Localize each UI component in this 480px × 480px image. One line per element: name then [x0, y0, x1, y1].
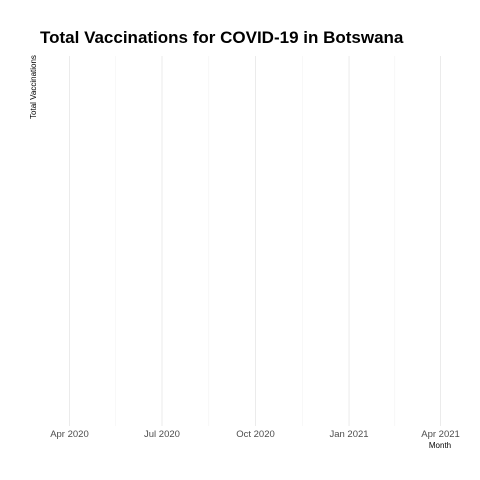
x-tick-label: Apr 2020 [50, 429, 89, 440]
x-axis-title: Month [429, 441, 451, 450]
x-tick-label: Jul 2020 [144, 429, 180, 440]
x-tick-label: Apr 2021 [421, 429, 460, 440]
x-axis-ticks: Apr 2020 Jul 2020 Oct 2020 Jan 2021 Apr 2021 [50, 429, 460, 440]
chart-title: Total Vaccinations for COVID-19 in Botsw… [40, 28, 404, 47]
y-axis-title: Total Vaccinations [29, 55, 38, 119]
gridlines [68, 56, 442, 426]
x-tick-label: Jan 2021 [329, 429, 368, 440]
x-tick-label: Oct 2020 [236, 429, 275, 440]
